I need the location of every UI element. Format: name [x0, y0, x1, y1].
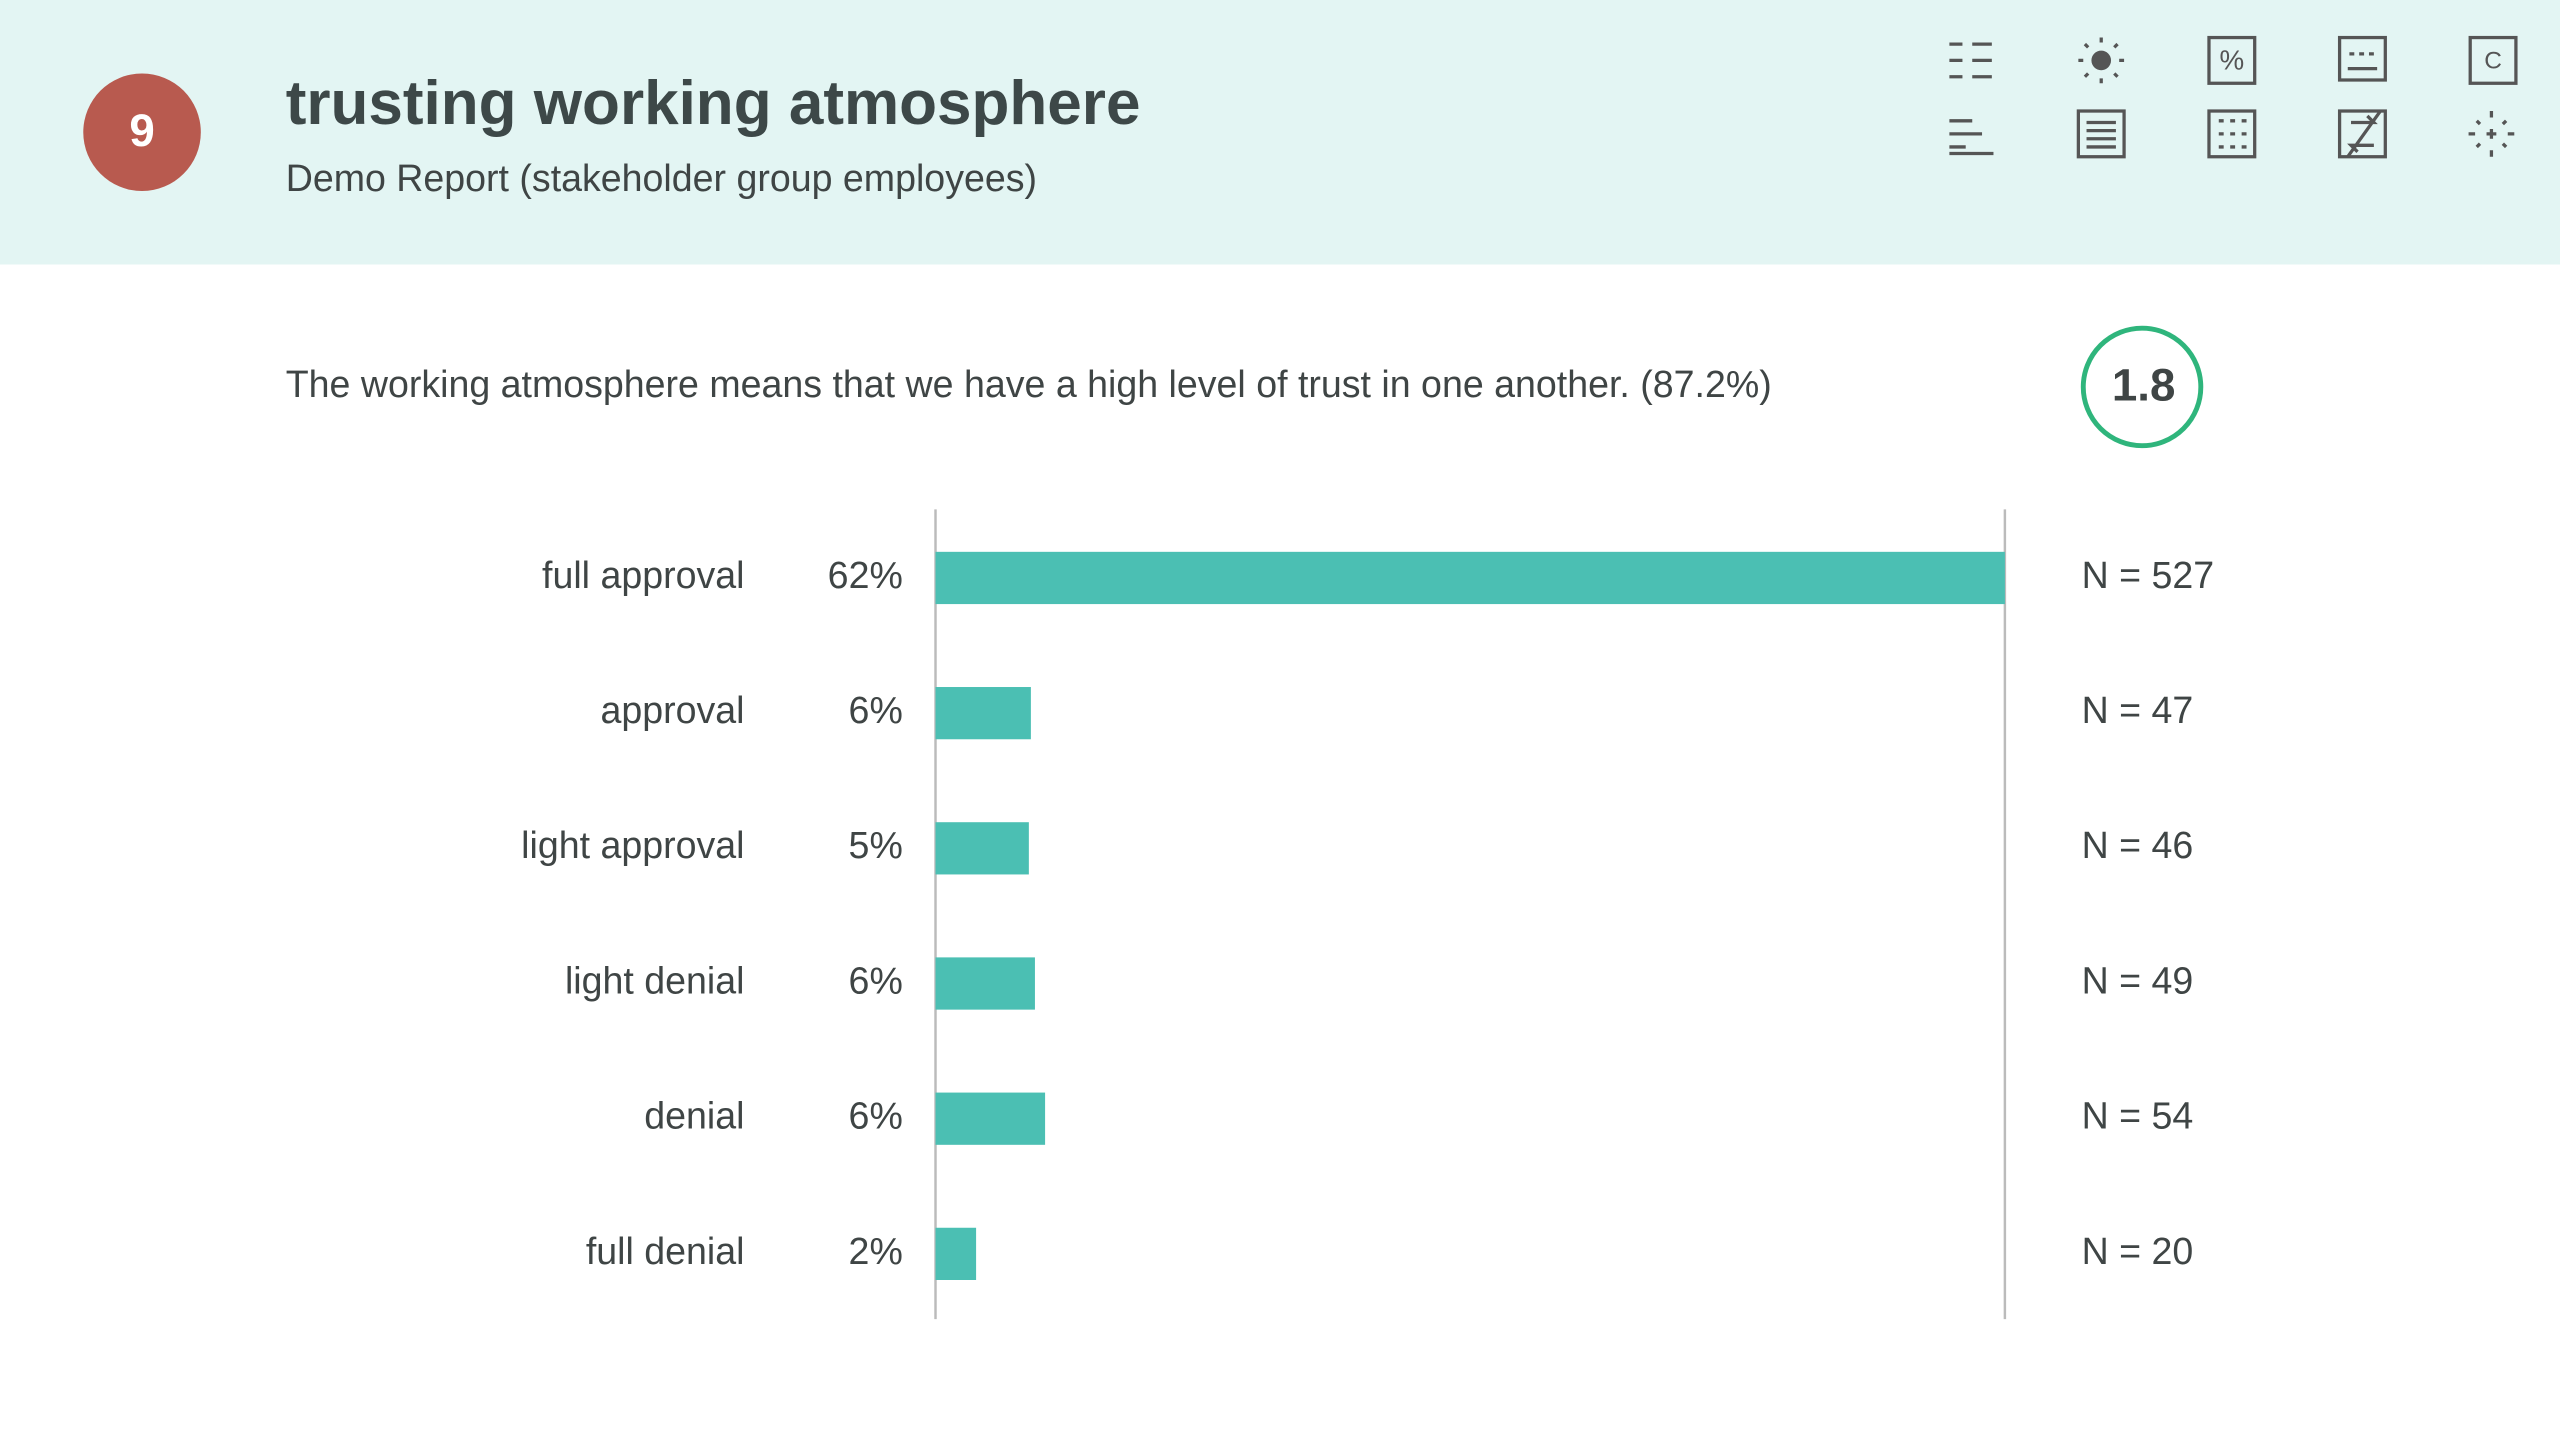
percentage-label: 6%	[849, 1095, 903, 1137]
svg-text:C: C	[2484, 48, 2502, 75]
category-label: light denial	[565, 959, 745, 1001]
category-label: light approval	[521, 824, 744, 866]
score-value: 1.8	[2112, 360, 2176, 411]
category-label: full denial	[586, 1230, 745, 1272]
count-label: N = 49	[2082, 959, 2194, 1001]
question-number-badge	[83, 73, 201, 192]
list-view-icon[interactable]	[1949, 42, 1992, 79]
count-label: N = 527	[2082, 554, 2215, 596]
percentage-label: 6%	[849, 959, 903, 1001]
spread-icon[interactable]	[2468, 111, 2515, 157]
category-label: full approval	[542, 554, 744, 596]
category-label: approval	[600, 689, 744, 731]
percentage-label: 5%	[849, 824, 903, 866]
score-badge	[2080, 325, 2204, 449]
table-icon[interactable]	[2337, 35, 2387, 82]
count-label: N = 20	[2082, 1230, 2194, 1272]
bar	[935, 1227, 977, 1280]
bar	[935, 957, 1035, 1010]
count-label: N = 47	[2082, 689, 2194, 731]
svg-text:%: %	[2219, 44, 2244, 75]
bar	[935, 687, 1031, 740]
count-label: N = 46	[2082, 824, 2194, 866]
count-label: N = 54	[2082, 1095, 2194, 1137]
bar-view-icon[interactable]	[1949, 119, 1994, 156]
text-view-icon[interactable]	[2076, 109, 2126, 159]
report-subtitle: Demo Report (stakeholder group employees…	[286, 157, 1037, 199]
percentage-label: 62%	[828, 554, 903, 596]
matrix-icon[interactable]	[2207, 109, 2257, 159]
comment-icon[interactable]: C	[2468, 35, 2518, 85]
question-text: The working atmosphere means that we hav…	[286, 363, 1772, 405]
header-background	[0, 0, 2560, 265]
category-label: denial	[644, 1095, 744, 1137]
compare-icon[interactable]	[2337, 109, 2387, 159]
question-number: 9	[129, 105, 154, 156]
toolbar: % C	[1949, 35, 2518, 159]
bar	[935, 551, 2005, 605]
percent-icon[interactable]: %	[2207, 35, 2257, 85]
bar	[935, 822, 1029, 875]
bar	[935, 1092, 1046, 1145]
percentage-label: 6%	[849, 689, 903, 731]
percentage-label: 2%	[849, 1230, 903, 1272]
highlight-icon[interactable]	[2078, 37, 2125, 84]
chart: full approval 62% N = 527 approval 6% N = 47 l…	[521, 509, 2215, 1320]
report-title: trusting working atmosphere	[286, 69, 1141, 138]
